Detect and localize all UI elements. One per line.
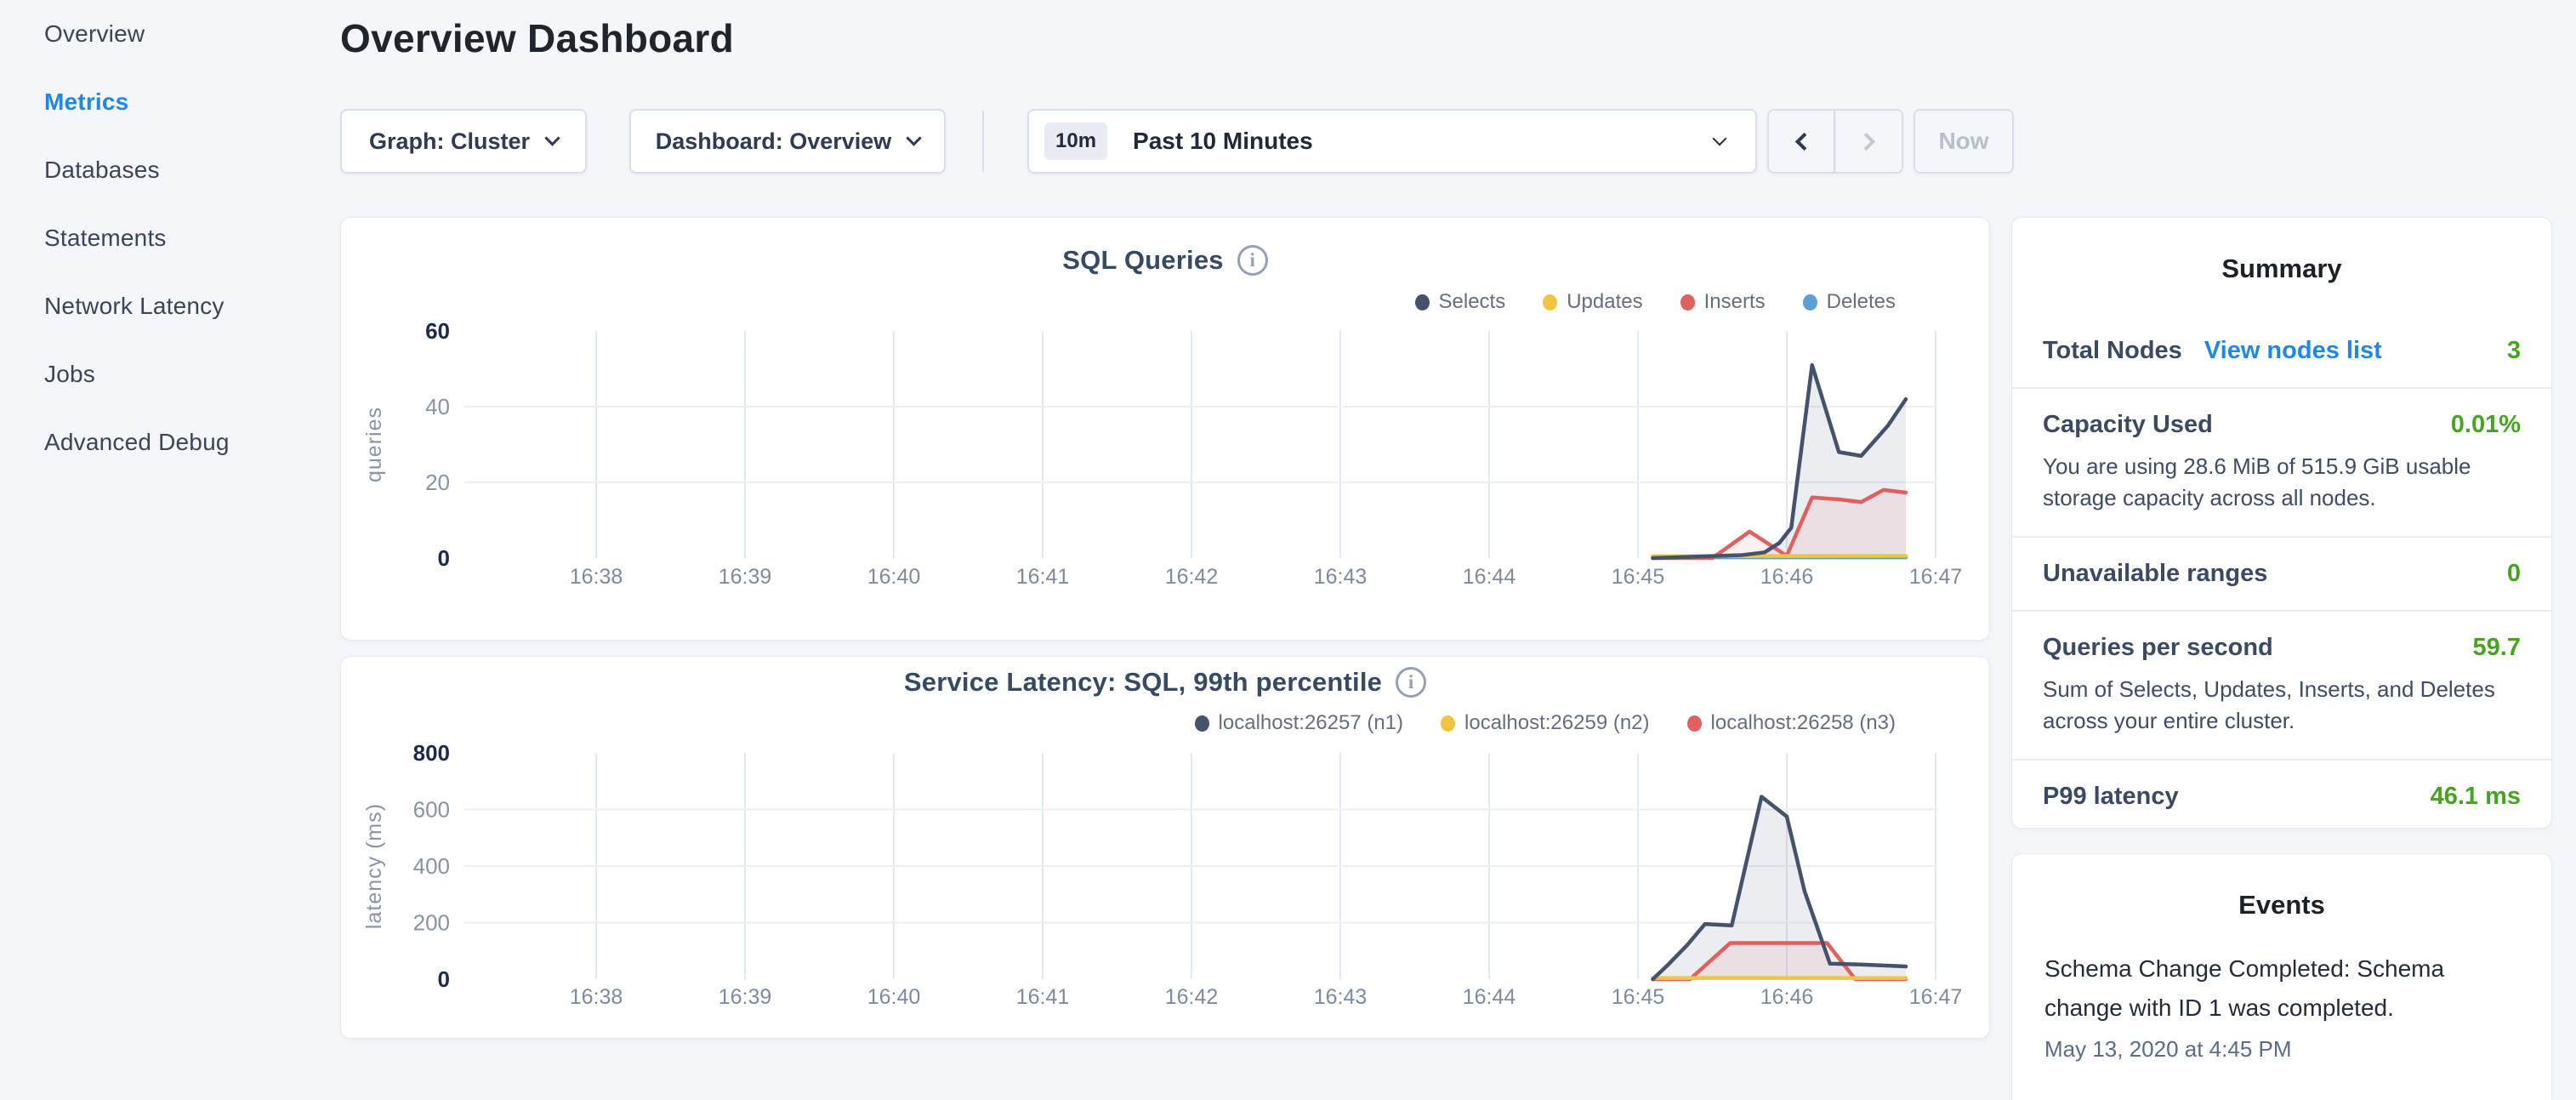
dashboard-dropdown[interactable]: Dashboard: Overview bbox=[629, 109, 946, 174]
summary-row-queries-per-second: Queries per second 59.7 Sum of Selects, … bbox=[2012, 610, 2551, 759]
svg-text:16:40: 16:40 bbox=[867, 565, 921, 589]
service-latency-chart: 16:38 16:39 16:40 16:41 16:42 16:43 16:44 16:45… bbox=[341, 657, 1989, 1038]
svg-text:16:43: 16:43 bbox=[1314, 565, 1368, 589]
event-text: Schema Change Completed: Schema change w… bbox=[2012, 944, 2551, 1028]
summary-row-value: 3 bbox=[2507, 337, 2521, 365]
summary-row-subtext: Sum of Selects, Updates, Inserts, and De… bbox=[2043, 674, 2521, 737]
svg-text:16:38: 16:38 bbox=[570, 985, 623, 1009]
svg-text:16:39: 16:39 bbox=[719, 565, 772, 589]
time-prev-button[interactable] bbox=[1767, 109, 1835, 174]
summary-row-value: 0 bbox=[2507, 560, 2521, 588]
svg-text:40: 40 bbox=[425, 394, 450, 419]
summary-row-value: 46.1 ms bbox=[2431, 783, 2521, 811]
time-next-button[interactable] bbox=[1835, 109, 1903, 174]
summary-row-value: 0.01% bbox=[2451, 411, 2521, 439]
svg-text:400: 400 bbox=[413, 853, 450, 879]
sidebar: Overview Metrics Databases Statements Ne… bbox=[0, 0, 340, 1052]
svg-text:16:41: 16:41 bbox=[1016, 985, 1070, 1009]
summary-title: Summary bbox=[2012, 218, 2551, 315]
summary-row-total-nodes: Total Nodes View nodes list 3 bbox=[2012, 315, 2551, 387]
summary-row-subtext: You are using 28.6 MiB of 515.9 GiB usab… bbox=[2043, 451, 2521, 514]
page-title: Overview Dashboard bbox=[340, 15, 734, 61]
svg-text:0: 0 bbox=[438, 545, 450, 571]
chevron-down-icon bbox=[1713, 132, 1727, 146]
svg-text:20: 20 bbox=[425, 470, 450, 495]
summary-row-label: Total Nodes bbox=[2043, 337, 2182, 365]
sidebar-item-network-latency[interactable]: Network Latency bbox=[0, 272, 340, 340]
chevron-right-icon bbox=[1857, 132, 1874, 150]
svg-text:16:46: 16:46 bbox=[1760, 985, 1814, 1009]
time-range-select[interactable]: 10m Past 10 Minutes bbox=[1027, 109, 1757, 174]
svg-text:16:42: 16:42 bbox=[1165, 985, 1219, 1009]
summary-row-label: Queries per second bbox=[2043, 634, 2273, 662]
svg-text:16:40: 16:40 bbox=[867, 985, 921, 1009]
view-nodes-list-link[interactable]: View nodes list bbox=[2204, 337, 2382, 365]
svg-text:600: 600 bbox=[413, 797, 450, 823]
svg-text:16:42: 16:42 bbox=[1165, 565, 1219, 589]
svg-text:16:38: 16:38 bbox=[570, 565, 623, 589]
controls-bar: Graph: Cluster Dashboard: Overview 10m P… bbox=[340, 109, 2126, 175]
sidebar-item-overview[interactable]: Overview bbox=[0, 0, 340, 68]
event-timestamp: May 13, 2020 at 4:45 PM bbox=[2012, 1028, 2551, 1063]
graph-dropdown[interactable]: Graph: Cluster bbox=[340, 109, 587, 174]
divider bbox=[982, 111, 984, 172]
svg-text:16:41: 16:41 bbox=[1016, 565, 1070, 589]
dashboard-dropdown-label: Dashboard: Overview bbox=[656, 128, 892, 155]
time-now-button[interactable]: Now bbox=[1914, 109, 2014, 174]
summary-row-capacity-used: Capacity Used 0.01% You are using 28.6 M… bbox=[2012, 387, 2551, 536]
svg-text:16:46: 16:46 bbox=[1760, 565, 1814, 589]
sidebar-item-metrics[interactable]: Metrics bbox=[0, 68, 340, 136]
svg-text:16:45: 16:45 bbox=[1612, 985, 1665, 1009]
events-title: Events bbox=[2012, 854, 2551, 944]
now-button-label: Now bbox=[1938, 128, 1988, 155]
summary-row-value: 59.7 bbox=[2473, 634, 2521, 662]
sidebar-item-advanced-debug[interactable]: Advanced Debug bbox=[0, 408, 340, 476]
sidebar-item-databases[interactable]: Databases bbox=[0, 136, 340, 204]
svg-text:0: 0 bbox=[438, 966, 450, 992]
svg-text:queries: queries bbox=[362, 407, 386, 482]
svg-text:16:44: 16:44 bbox=[1463, 985, 1516, 1009]
svg-text:16:45: 16:45 bbox=[1612, 565, 1665, 589]
svg-text:16:47: 16:47 bbox=[1909, 565, 1963, 589]
summary-row-unavailable-ranges: Unavailable ranges 0 bbox=[2012, 536, 2551, 610]
sidebar-item-jobs[interactable]: Jobs bbox=[0, 340, 340, 408]
svg-text:60: 60 bbox=[425, 318, 450, 344]
summary-row-label: Capacity Used bbox=[2043, 411, 2213, 439]
sql-queries-chart: 16:38 16:39 16:40 16:41 16:42 16:43 16:44 16:45… bbox=[341, 218, 1989, 640]
service-latency-chart-panel: Service Latency: SQL, 99th percentile i … bbox=[340, 656, 1990, 1039]
events-panel: Events Schema Change Completed: Schema c… bbox=[2011, 853, 2552, 1100]
svg-text:16:43: 16:43 bbox=[1314, 985, 1368, 1009]
graph-dropdown-label: Graph: Cluster bbox=[369, 128, 530, 155]
time-range-badge: 10m bbox=[1044, 123, 1107, 160]
svg-text:800: 800 bbox=[413, 740, 450, 766]
sql-queries-chart-panel: SQL Queries i Selects Updates Inserts De… bbox=[340, 217, 1990, 641]
summary-panel: Summary Total Nodes View nodes list 3 Ca… bbox=[2011, 217, 2552, 829]
chevron-left-icon bbox=[1794, 132, 1812, 150]
svg-text:200: 200 bbox=[413, 910, 450, 936]
sidebar-item-statements[interactable]: Statements bbox=[0, 204, 340, 272]
summary-row-label: Unavailable ranges bbox=[2043, 560, 2267, 588]
summary-row-p99-latency: P99 latency 46.1 ms bbox=[2012, 759, 2551, 833]
svg-text:16:44: 16:44 bbox=[1463, 565, 1516, 589]
time-range-label: Past 10 Minutes bbox=[1133, 128, 1313, 155]
svg-text:16:39: 16:39 bbox=[719, 985, 772, 1009]
summary-row-label: P99 latency bbox=[2043, 783, 2179, 811]
chevron-down-icon bbox=[907, 130, 922, 145]
svg-text:16:47: 16:47 bbox=[1909, 985, 1963, 1009]
chevron-down-icon bbox=[544, 130, 560, 145]
svg-text:latency (ms): latency (ms) bbox=[362, 803, 386, 929]
